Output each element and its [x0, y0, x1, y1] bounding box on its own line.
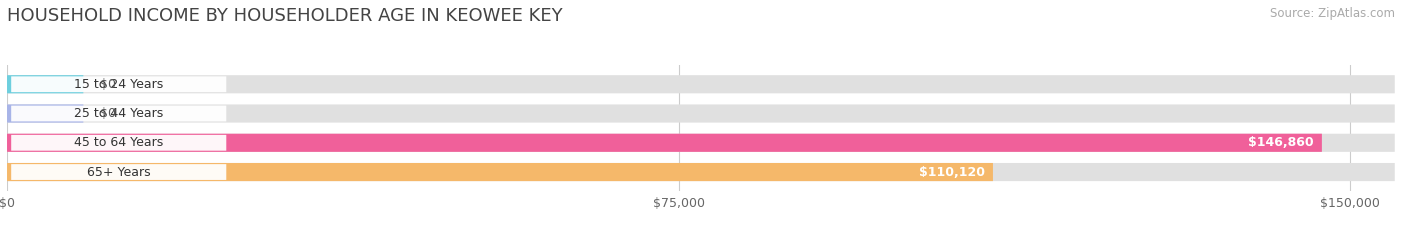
- Text: Source: ZipAtlas.com: Source: ZipAtlas.com: [1270, 7, 1395, 20]
- Text: $0: $0: [100, 107, 117, 120]
- Text: 25 to 44 Years: 25 to 44 Years: [75, 107, 163, 120]
- FancyBboxPatch shape: [7, 104, 1395, 123]
- FancyBboxPatch shape: [7, 104, 83, 123]
- Text: $110,120: $110,120: [918, 165, 984, 178]
- FancyBboxPatch shape: [11, 135, 226, 151]
- FancyBboxPatch shape: [7, 163, 1395, 181]
- FancyBboxPatch shape: [7, 75, 83, 93]
- Text: $0: $0: [100, 78, 117, 91]
- Text: 45 to 64 Years: 45 to 64 Years: [75, 136, 163, 149]
- Text: 65+ Years: 65+ Years: [87, 165, 150, 178]
- FancyBboxPatch shape: [7, 163, 993, 181]
- FancyBboxPatch shape: [11, 106, 226, 121]
- Text: $146,860: $146,860: [1249, 136, 1313, 149]
- Text: HOUSEHOLD INCOME BY HOUSEHOLDER AGE IN KEOWEE KEY: HOUSEHOLD INCOME BY HOUSEHOLDER AGE IN K…: [7, 7, 562, 25]
- FancyBboxPatch shape: [7, 134, 1322, 152]
- FancyBboxPatch shape: [11, 164, 226, 180]
- FancyBboxPatch shape: [11, 76, 226, 92]
- FancyBboxPatch shape: [7, 75, 1395, 93]
- FancyBboxPatch shape: [7, 134, 1395, 152]
- Text: 15 to 24 Years: 15 to 24 Years: [75, 78, 163, 91]
